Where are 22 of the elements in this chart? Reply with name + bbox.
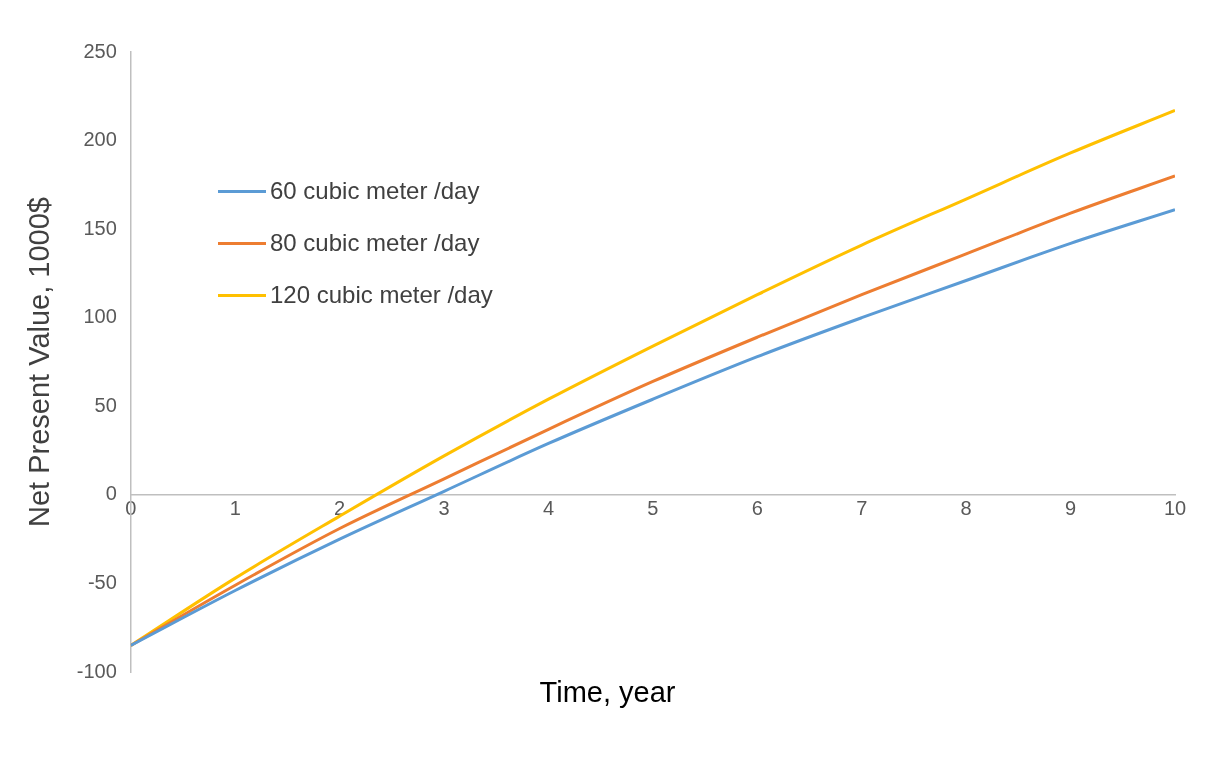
y-tick-label: -100 bbox=[76, 659, 117, 682]
y-tick-label: 100 bbox=[83, 305, 117, 328]
y-tick-label: 250 bbox=[83, 39, 117, 62]
x-tick-label: 1 bbox=[229, 497, 241, 520]
x-axis-title: Time, year bbox=[539, 676, 676, 708]
y-tick-label: -50 bbox=[87, 570, 117, 593]
x-tick-label: 3 bbox=[438, 497, 450, 520]
x-tick-label: 7 bbox=[856, 497, 868, 520]
y-tick-label: 50 bbox=[94, 393, 117, 416]
x-tick-label: 5 bbox=[647, 497, 659, 520]
x-tick-label: 6 bbox=[751, 497, 763, 520]
legend-label: 80 cubic meter /day bbox=[270, 229, 480, 257]
y-tick-label: 0 bbox=[105, 482, 117, 505]
x-tick-label: 10 bbox=[1163, 497, 1187, 520]
x-tick-label: 9 bbox=[1065, 497, 1077, 520]
x-tick-label: 4 bbox=[542, 497, 555, 520]
legend-label: 60 cubic meter /day bbox=[270, 177, 480, 205]
y-tick-label: 200 bbox=[83, 128, 117, 151]
y-tick-label: 150 bbox=[83, 216, 117, 239]
x-tick-label: 8 bbox=[960, 497, 972, 520]
y-axis-title: Net Present Value, 1000$ bbox=[23, 197, 56, 527]
legend-label: 120 cubic meter /day bbox=[270, 281, 493, 309]
